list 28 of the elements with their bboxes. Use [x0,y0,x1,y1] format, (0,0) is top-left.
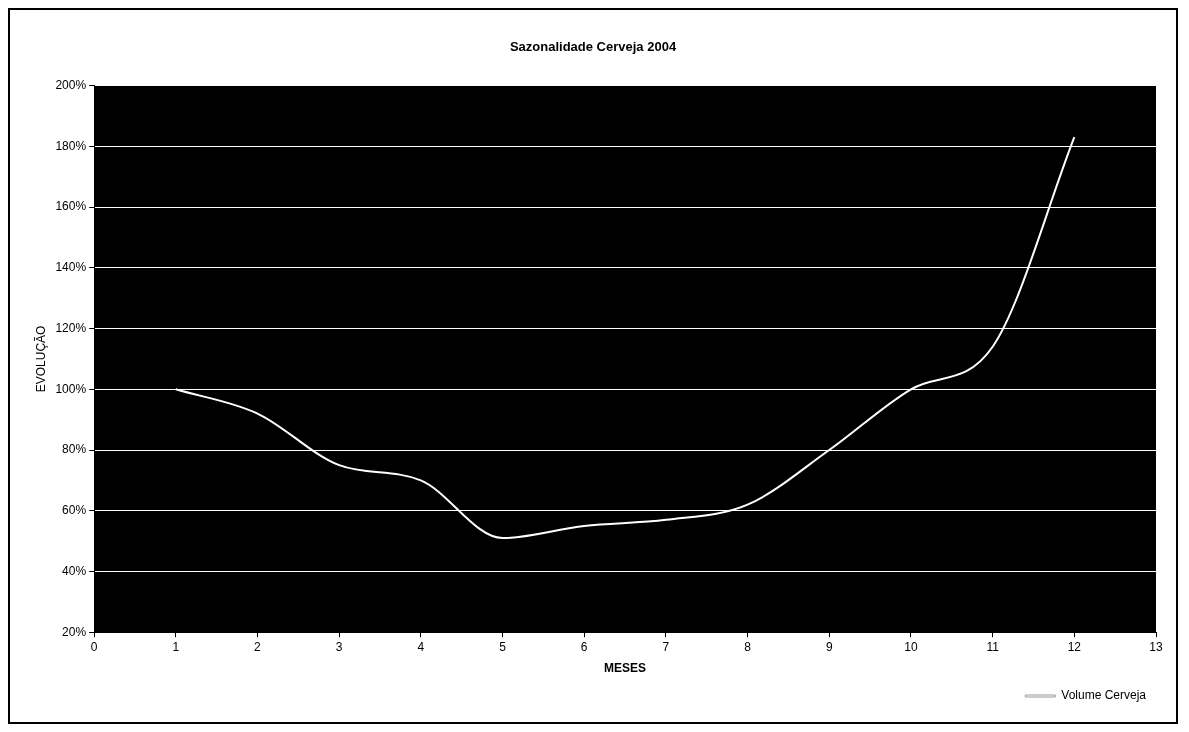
y-tick-label: 80% [62,442,87,457]
x-tick-label: 11 [986,639,1000,654]
x-tick-label: 0 [90,639,98,654]
x-tick-label: 5 [499,639,507,654]
x-tick-label: 3 [335,639,343,654]
legend-label: Volume Cerveja [1061,688,1147,703]
x-tick-label: 2 [254,639,262,654]
x-tick-label: 7 [662,639,670,654]
x-tick-label: 10 [904,639,918,654]
x-tick-label: 13 [1149,639,1163,654]
y-tick-label: 20% [62,624,87,639]
y-tick-label: 180% [55,138,87,153]
y-tick-label: 160% [55,199,87,214]
x-tick-label: 1 [172,639,180,654]
y-tick-label: 140% [55,260,87,275]
x-axis-title: MESES [604,661,647,676]
y-tick-label: 60% [62,503,87,518]
x-tick-label: 9 [825,639,833,654]
y-tick-label: 100% [55,381,87,396]
y-tick-label: 200% [55,77,87,92]
x-tick-label: 8 [744,639,752,654]
y-axis-title: EVOLUÇÃO [33,325,48,393]
chart-title: Sazonalidade Cerveja 2004 [509,39,677,55]
y-tick-label: 40% [62,563,87,578]
x-tick-label: 4 [417,639,425,654]
x-tick-label: 6 [580,639,588,654]
y-tick-label: 120% [55,320,87,335]
x-tick-label: 12 [1067,639,1082,654]
